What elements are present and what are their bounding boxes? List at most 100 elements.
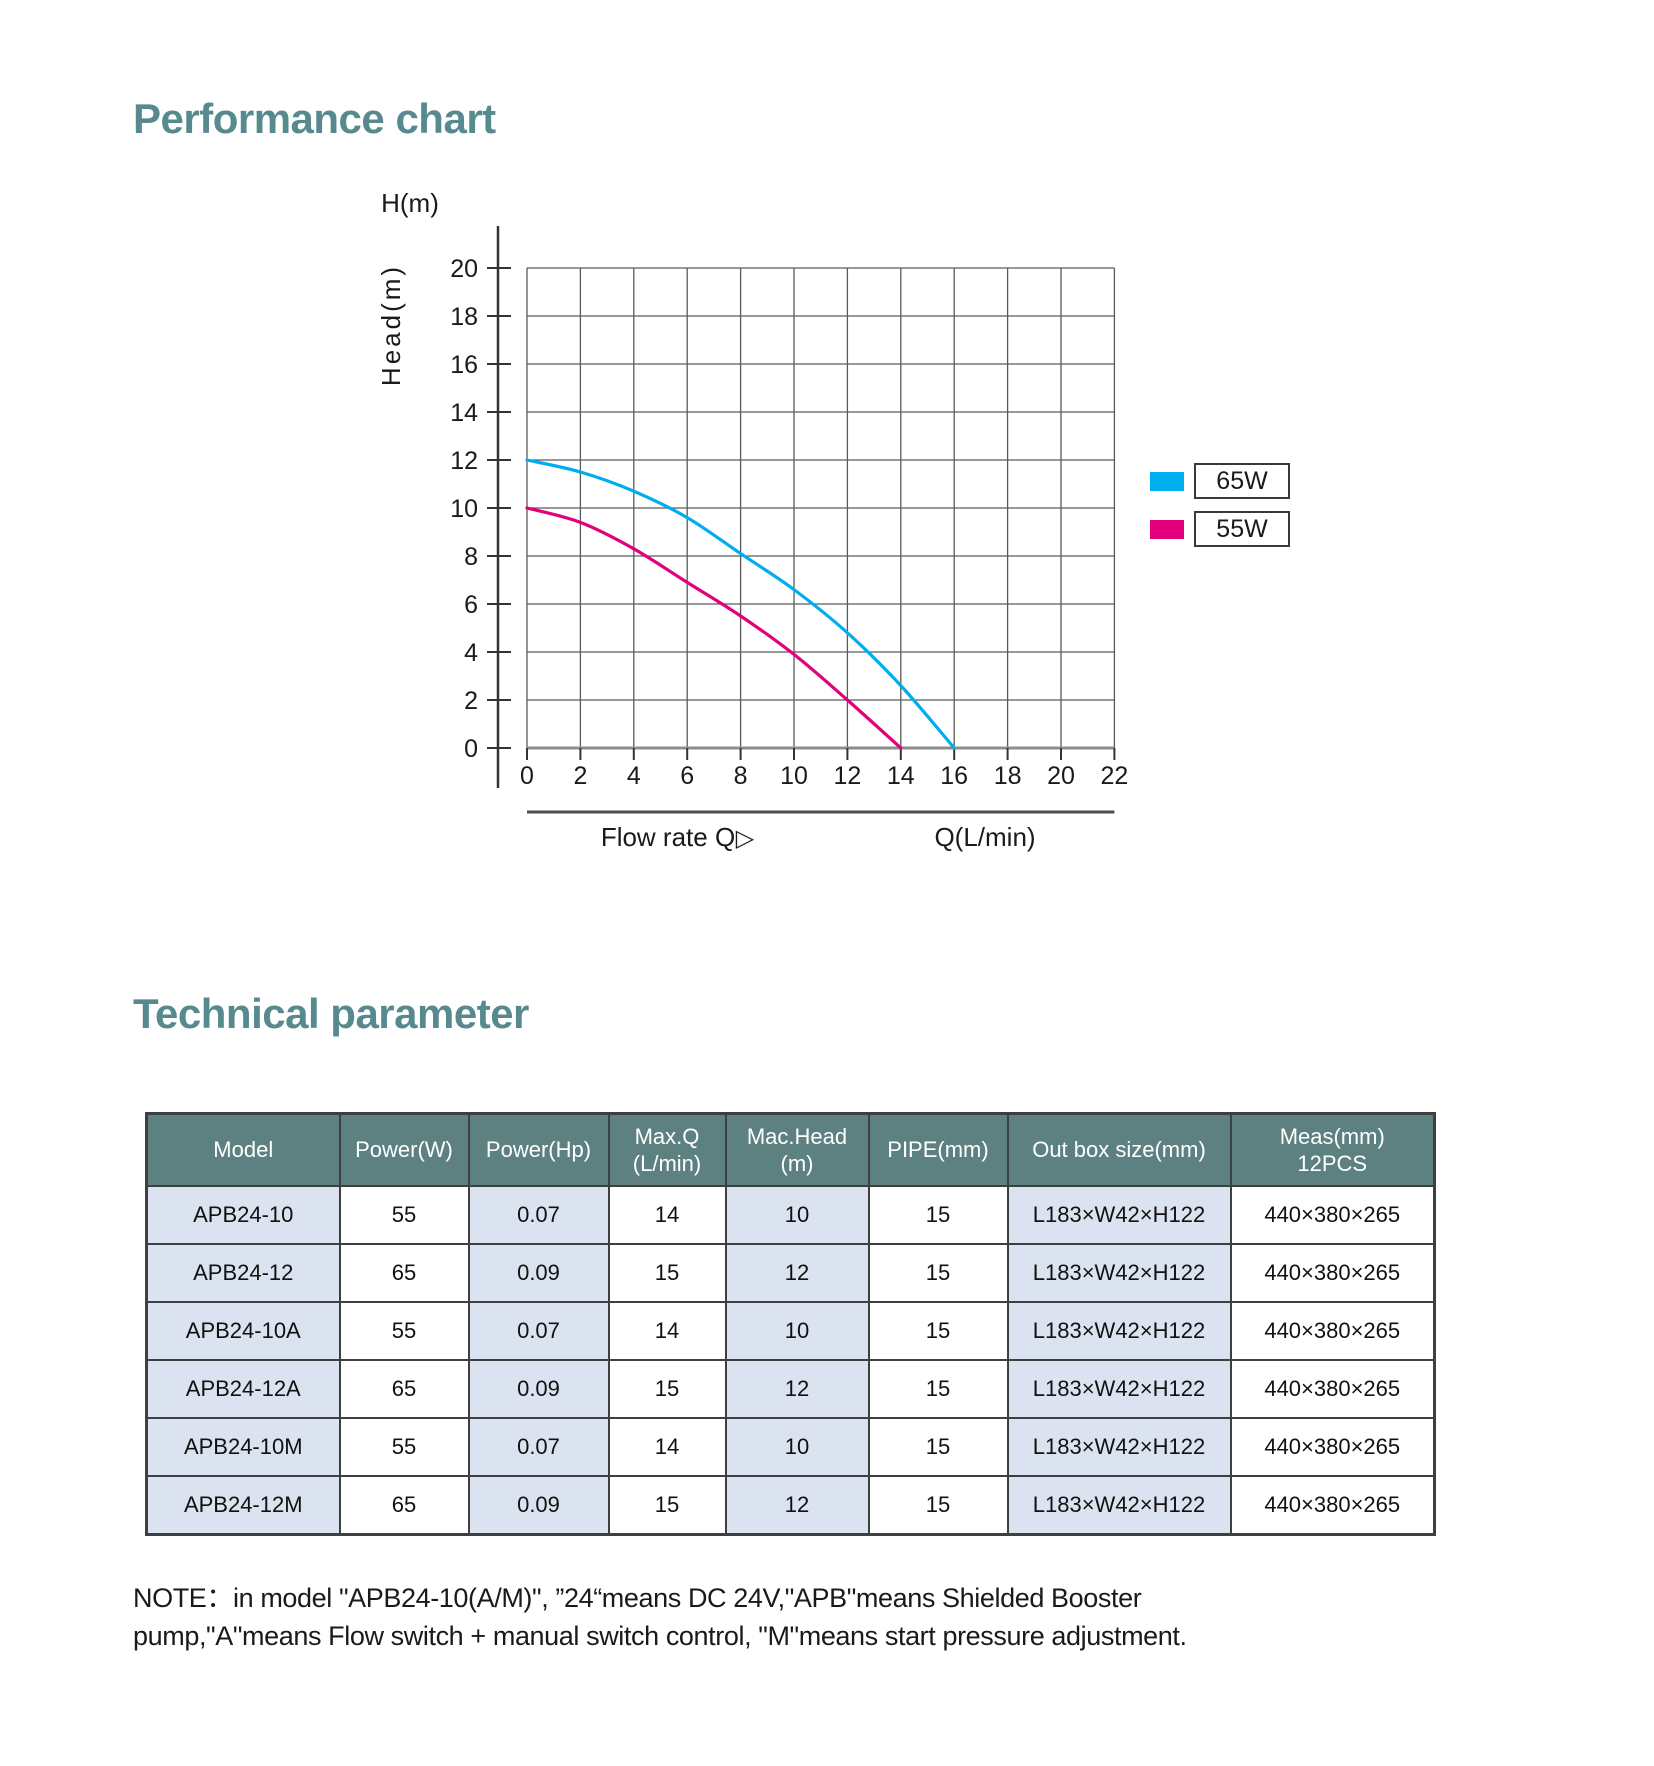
y-axis-top-label: H(m) [381,188,439,218]
technical-parameter-table: Model Power(W) Power(Hp) Max.Q (L/min) Mac.H… [145,1112,1436,1536]
x-tick-label: 18 [994,762,1022,790]
table-cell: 14 [607,1417,727,1477]
table-cell: 15 [607,1243,727,1303]
table-cell: L183×W42×H122 [1006,1475,1232,1536]
performance-chart: 0 2 4 6 8 10 12 14 16 18 20 0 2 4 6 8 10 12 14 16 18 20 22 H(m… [330,180,1170,880]
table-cell: 440×380×265 [1229,1359,1436,1419]
table-cell: 0.07 [467,1301,610,1361]
table-header-row: Model Power(W) Power(Hp) Max.Q (L/min) Mac.H… [145,1112,1436,1187]
x-tick-label: 22 [1100,762,1128,790]
column-header: Out box size(mm) [1006,1112,1232,1187]
table-cell: 10 [724,1185,870,1245]
table-cell: 12 [724,1243,870,1303]
x-tick-label: 2 [573,762,587,790]
y-tick-label: 0 [464,735,478,763]
table-cell: APB24-12A [145,1359,341,1419]
column-header: PIPE(mm) [867,1112,1009,1187]
table-cell: 15 [867,1475,1009,1536]
table-cell: 10 [724,1417,870,1477]
table-cell: 440×380×265 [1229,1185,1436,1245]
table-cell: 65 [338,1359,470,1419]
x-tick-label: 10 [780,762,808,790]
table-cell: 10 [724,1301,870,1361]
table-cell: APB24-12 [145,1243,341,1303]
table-row: APB24-10 55 0.07 14 10 15 L183×W42×H122 440×380… [145,1185,1436,1245]
y-tick-label: 20 [450,255,478,283]
table-cell: 15 [867,1301,1009,1361]
legend-swatch-55w [1150,519,1184,539]
chart-axes [487,226,1116,814]
technical-parameter-title: Technical parameter [133,990,529,1037]
table-cell: 15 [607,1359,727,1419]
flow-direction-arrow-icon: ▷ [736,824,755,852]
x-tick-label: 20 [1047,762,1075,790]
table-cell: 0.07 [467,1185,610,1245]
x-axis-unit-label: Q(L/min) [934,822,1035,852]
note-text: NOTE：in model "APB24-10(A/M)", ”24“means… [133,1583,1187,1652]
y-tick-label: 12 [450,447,478,475]
table-cell: 12 [724,1475,870,1536]
table-cell: APB24-10 [145,1185,341,1245]
table-cell: 440×380×265 [1229,1301,1436,1361]
table-cell: 65 [338,1475,470,1536]
x-axis-label: Flow rate Q [601,822,735,852]
table-cell: 14 [607,1301,727,1361]
legend-label-55w: 55W [1194,511,1290,547]
table-row: APB24-10M 55 0.07 14 10 15 L183×W42×H122 440×38… [145,1417,1436,1477]
table-cell: 0.09 [467,1243,610,1303]
x-tick-label: 8 [734,762,748,790]
column-header: Power(W) [338,1112,470,1187]
y-tick-label: 14 [450,399,478,427]
curve-65w [525,458,956,750]
table-cell: 55 [338,1417,470,1477]
chart-curves [525,458,956,750]
table-row: APB24-10A 55 0.07 14 10 15 L183×W42×H122 440×38… [145,1301,1436,1361]
curve-55w [525,506,903,750]
table-cell: 14 [607,1185,727,1245]
chart-grid [526,267,1116,750]
chart-legend: 65W 55W [1150,463,1290,547]
table-cell: 440×380×265 [1229,1475,1436,1536]
table-row: APB24-12 65 0.09 15 12 15 L183×W42×H122 440×380… [145,1243,1436,1303]
table-cell: 440×380×265 [1229,1417,1436,1477]
y-tick-label: 4 [464,639,478,667]
column-header: Max.Q (L/min) [607,1112,727,1187]
table-cell: APB24-12M [145,1475,341,1536]
performance-chart-svg: 0 2 4 6 8 10 12 14 16 18 20 0 2 4 6 8 10 12 14 16 18 20 22 H(m… [376,188,1128,852]
table-cell: 65 [338,1243,470,1303]
table-cell: L183×W42×H122 [1006,1417,1232,1477]
x-tick-label: 0 [520,762,534,790]
x-tick-label: 12 [833,762,861,790]
table-cell: 0.09 [467,1475,610,1536]
table-row: APB24-12A 65 0.09 15 12 15 L183×W42×H122 440×38… [145,1359,1436,1419]
y-tick-label: 8 [464,543,478,571]
legend-item-55w: 55W [1150,511,1290,547]
table-cell: L183×W42×H122 [1006,1359,1232,1419]
table-cell: 55 [338,1301,470,1361]
table-cell: L183×W42×H122 [1006,1243,1232,1303]
table-cell: 15 [867,1417,1009,1477]
table-cell: L183×W42×H122 [1006,1301,1232,1361]
table-cell: 15 [867,1243,1009,1303]
table-cell: 12 [724,1359,870,1419]
x-tick-label: 4 [627,762,641,790]
table-cell: L183×W42×H122 [1006,1185,1232,1245]
y-axis-label: Head(m) [376,264,406,386]
column-header: Model [145,1112,341,1187]
y-tick-label: 2 [464,687,478,715]
performance-chart-title: Performance chart [133,95,496,142]
table-cell: 0.09 [467,1359,610,1419]
legend-swatch-65w [1150,471,1184,491]
x-tick-label: 6 [680,762,694,790]
table-cell: APB24-10A [145,1301,341,1361]
table-cell: 0.07 [467,1417,610,1477]
column-header: Mac.Head (m) [724,1112,870,1187]
legend-item-65w: 65W [1150,463,1290,499]
table-row: APB24-12M 65 0.09 15 12 15 L183×W42×H122 440×38… [145,1475,1436,1536]
table-cell: APB24-10M [145,1417,341,1477]
y-tick-label: 16 [450,351,478,379]
x-tick-label: 16 [940,762,968,790]
y-tick-label: 6 [464,591,478,619]
column-header: Meas(mm) 12PCS [1229,1112,1436,1187]
